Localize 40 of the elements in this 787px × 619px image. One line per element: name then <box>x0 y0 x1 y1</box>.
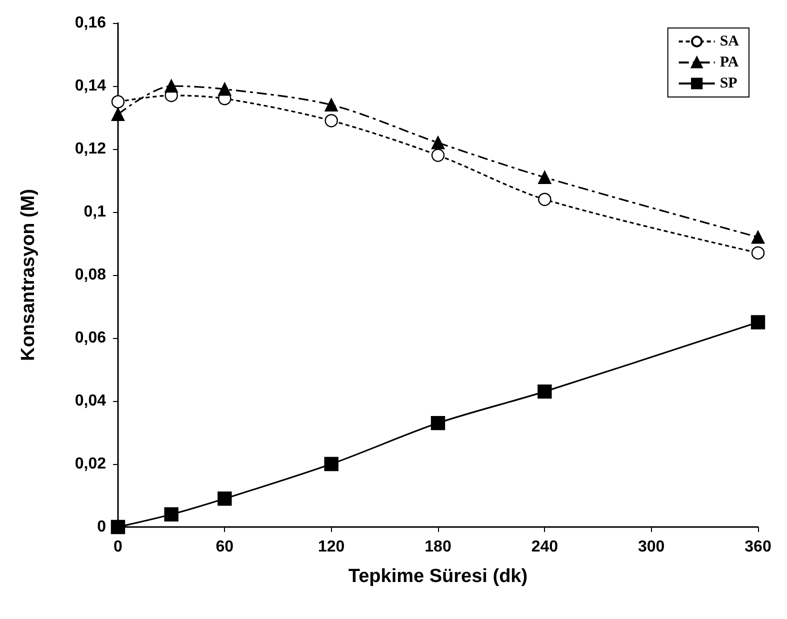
point <box>111 95 125 108</box>
y-tick-label: 0,1 <box>84 204 106 220</box>
point <box>218 492 232 506</box>
x-tick-label: 240 <box>531 538 558 556</box>
y-tick-label: 0 <box>97 518 106 536</box>
point <box>751 230 765 244</box>
point <box>538 170 552 184</box>
y-tick-label: 0,14 <box>74 78 106 94</box>
point <box>431 136 445 150</box>
point <box>750 315 766 330</box>
x-tick-label: 360 <box>744 538 772 556</box>
point <box>538 192 552 206</box>
x-tick-label: 120 <box>318 538 345 556</box>
x-tick-label: 0 <box>114 538 123 556</box>
point <box>324 114 338 128</box>
y-tick-label: 0,16 <box>74 14 106 32</box>
y-tick-label: 0,04 <box>74 392 106 410</box>
point <box>538 384 552 399</box>
point <box>110 520 126 534</box>
point <box>218 82 232 96</box>
x-tick-label: 300 <box>638 538 665 556</box>
legend-label: SP <box>720 76 738 92</box>
x-tick-label: 60 <box>216 538 234 556</box>
point <box>431 148 445 162</box>
legend-label: SA <box>720 34 740 50</box>
point <box>324 98 338 112</box>
y-tick-label: 0,02 <box>74 456 106 472</box>
legend-label: PA <box>720 54 739 70</box>
y-tick-label: 0,12 <box>74 140 106 158</box>
y-axis-title: Konsantrasyon (M) <box>18 188 39 362</box>
point <box>164 507 178 522</box>
y-tick-label: 0,08 <box>74 266 106 284</box>
point <box>324 456 338 472</box>
x-tick-label: 180 <box>424 538 452 556</box>
point <box>111 108 125 121</box>
point <box>164 79 178 93</box>
point <box>751 246 765 260</box>
point <box>430 416 446 430</box>
y-tick-label: 0,06 <box>74 330 106 346</box>
x-axis-title: Tepkime Süresi (dk) <box>348 566 528 587</box>
